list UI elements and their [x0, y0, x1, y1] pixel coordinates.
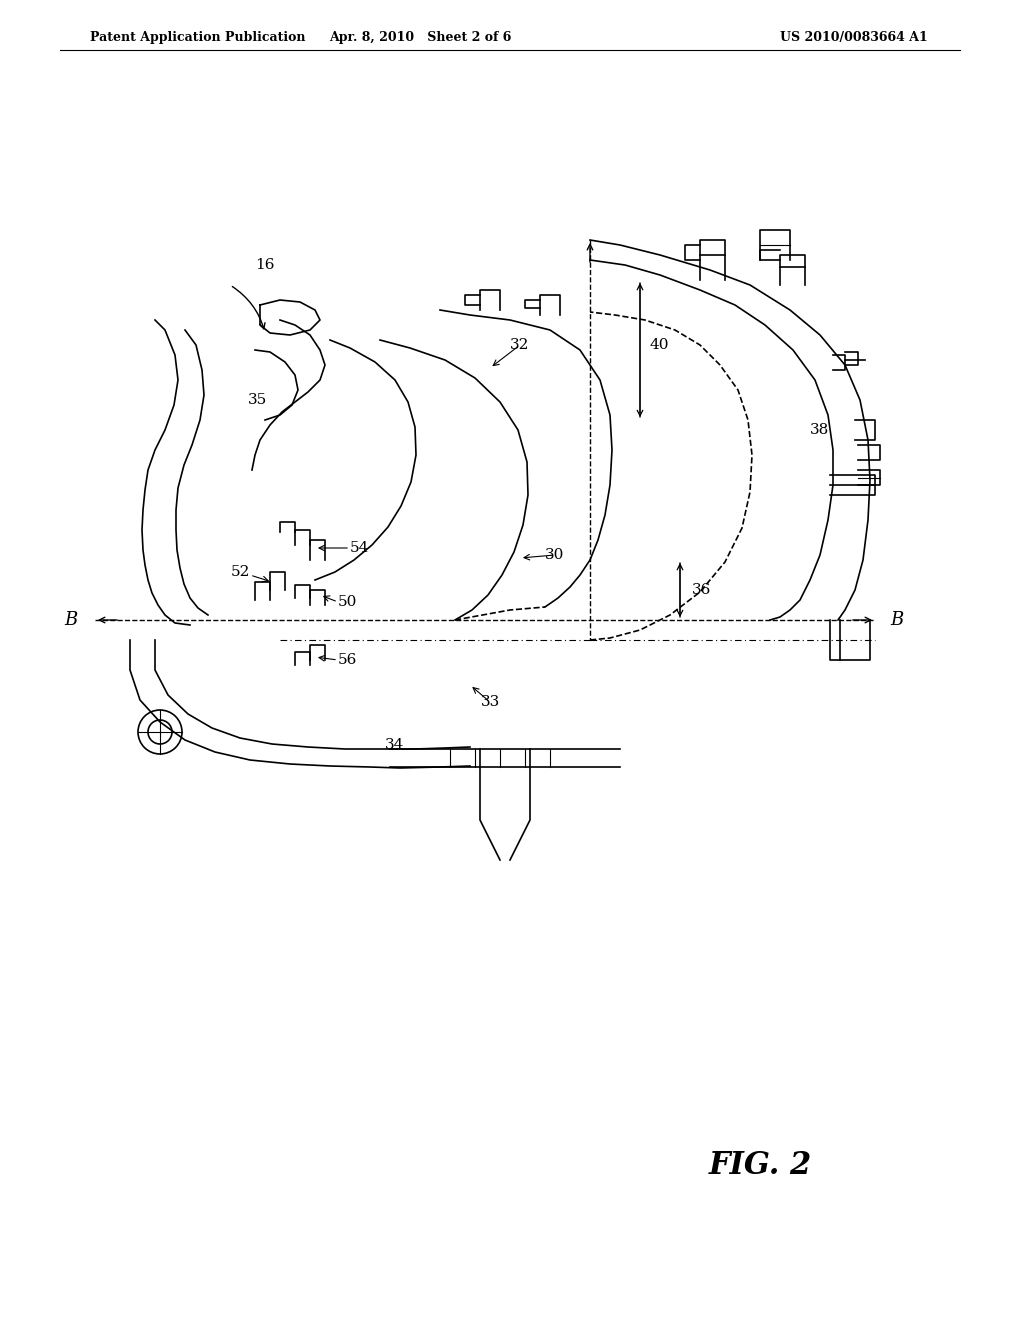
- Text: US 2010/0083664 A1: US 2010/0083664 A1: [780, 30, 928, 44]
- Text: Patent Application Publication: Patent Application Publication: [90, 30, 305, 44]
- Text: 35: 35: [248, 393, 267, 407]
- Text: 56: 56: [338, 653, 357, 667]
- Text: 40: 40: [650, 338, 670, 352]
- Text: 50: 50: [338, 595, 357, 609]
- Text: B: B: [65, 611, 78, 630]
- Text: Apr. 8, 2010   Sheet 2 of 6: Apr. 8, 2010 Sheet 2 of 6: [329, 30, 511, 44]
- Text: 34: 34: [385, 738, 404, 752]
- Text: 30: 30: [546, 548, 564, 562]
- Text: 38: 38: [810, 422, 829, 437]
- Text: 16: 16: [255, 257, 274, 272]
- Text: FIG. 2: FIG. 2: [709, 1150, 812, 1180]
- Text: 36: 36: [692, 583, 712, 597]
- Text: 54: 54: [350, 541, 370, 554]
- Text: 52: 52: [230, 565, 250, 579]
- Text: 32: 32: [510, 338, 529, 352]
- Text: B: B: [890, 611, 903, 630]
- Text: 33: 33: [480, 696, 500, 709]
